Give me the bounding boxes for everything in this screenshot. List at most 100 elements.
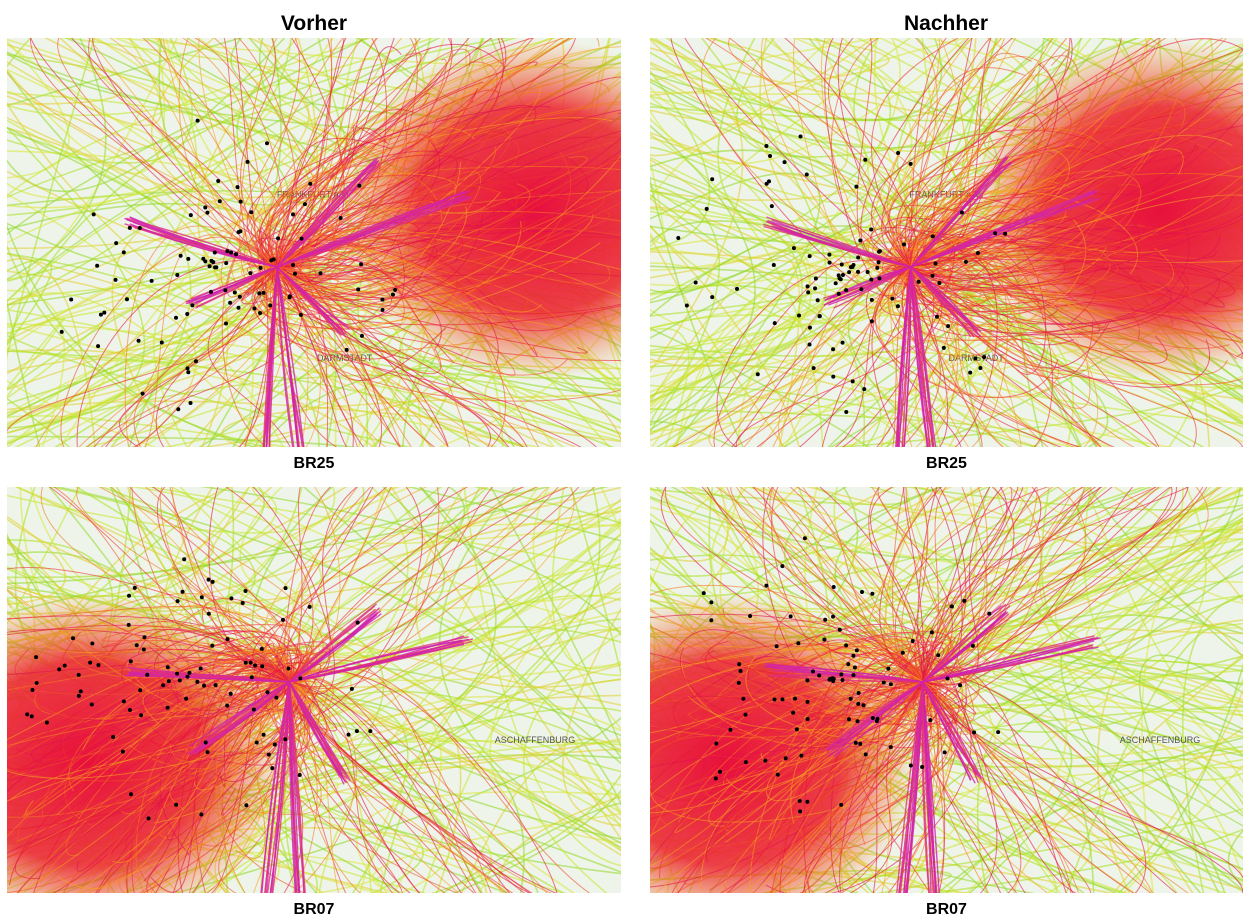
measurement-point <box>901 242 906 247</box>
flight-track <box>1227 829 1243 887</box>
flight-track <box>892 266 912 447</box>
departure-route <box>922 605 1011 683</box>
departure-route <box>276 190 470 268</box>
flight-track <box>277 185 502 268</box>
flight-track <box>289 487 539 683</box>
flight-track <box>797 681 940 850</box>
flight-track <box>289 487 580 683</box>
column-header: Nachher <box>904 12 988 35</box>
panel-caption: BR07 <box>294 901 335 916</box>
flight-track <box>265 266 576 447</box>
measurement-point <box>769 204 774 209</box>
flight-track <box>276 214 484 299</box>
flight-track <box>922 681 1243 879</box>
flight-track <box>7 126 515 447</box>
measurement-point <box>76 693 81 698</box>
measurement-point <box>138 688 143 693</box>
measurement-point <box>243 589 248 594</box>
measurement-point <box>30 688 35 693</box>
measurement-point <box>846 717 851 722</box>
measurement-point <box>840 340 845 345</box>
measurement-point <box>34 655 39 660</box>
flight-track <box>650 384 891 447</box>
measurement-point <box>359 333 364 338</box>
flight-track <box>151 487 290 683</box>
flight-track <box>14 636 293 756</box>
measurement-point <box>856 255 861 260</box>
measurement-point <box>185 311 190 316</box>
map-panel: ASCHAFFENBURG <box>7 487 621 893</box>
measurement-point <box>851 673 856 678</box>
measurement-point <box>737 662 742 667</box>
measurement-point <box>908 161 913 166</box>
flight-track <box>723 681 940 893</box>
flight-track <box>650 255 801 447</box>
flight-track <box>7 223 257 447</box>
flight-track <box>650 487 729 562</box>
measurement-point <box>684 303 689 308</box>
measurement-point <box>175 273 180 278</box>
measurement-point <box>833 281 838 286</box>
flight-track <box>650 386 1039 447</box>
flight-track <box>251 158 457 268</box>
measurement-point <box>180 589 185 594</box>
flight-track <box>910 53 1032 268</box>
measurement-point <box>293 271 298 276</box>
measurement-point <box>858 238 863 243</box>
flight-track <box>899 193 1198 306</box>
flight-track <box>928 828 1243 893</box>
flight-track <box>803 652 924 893</box>
measurement-point <box>203 259 208 264</box>
flight-track <box>75 487 621 773</box>
measurement-point <box>693 280 698 285</box>
flight-track <box>1015 487 1243 604</box>
measurement-point <box>963 259 968 264</box>
flight-track <box>724 681 923 843</box>
measurement-point <box>95 263 100 268</box>
flight-track <box>888 96 1072 268</box>
measurement-point <box>805 284 810 289</box>
flight-track <box>7 314 249 425</box>
measurement-point <box>810 669 815 674</box>
measurement-point <box>813 276 818 281</box>
flight-track <box>728 38 912 268</box>
measurement-point <box>791 710 796 715</box>
flight-track <box>214 681 331 893</box>
measurement-point <box>161 683 166 688</box>
flight-track <box>166 663 322 841</box>
flight-track <box>562 607 621 827</box>
measurement-point <box>238 229 243 234</box>
flight-track <box>245 114 386 268</box>
flight-track <box>22 647 303 817</box>
flight-track <box>7 281 404 447</box>
flight-track <box>910 266 1189 335</box>
measurement-point <box>874 718 879 723</box>
measurement-point <box>283 586 288 591</box>
flight-track <box>799 267 912 447</box>
flight-track <box>289 681 394 893</box>
flight-track <box>833 487 1243 667</box>
flight-track <box>289 487 440 690</box>
measurement-point <box>69 297 74 302</box>
flight-track <box>910 125 1243 268</box>
flight-track <box>276 38 504 268</box>
measurement-point <box>831 584 836 589</box>
departure-route <box>901 267 912 447</box>
measurement-point <box>176 407 181 412</box>
flight-track <box>713 231 912 447</box>
measurement-point <box>780 697 785 702</box>
flight-track <box>650 233 786 447</box>
flight-track <box>7 298 41 447</box>
measurement-point <box>854 648 859 653</box>
flight-track <box>7 350 509 447</box>
measurement-point <box>178 253 183 258</box>
flight-track <box>910 38 1243 268</box>
measurement-point <box>291 212 296 217</box>
measurement-point <box>182 557 187 562</box>
measurement-point <box>718 769 723 774</box>
flight-track <box>906 146 1199 268</box>
flight-track <box>874 266 1046 359</box>
measurement-point <box>297 773 302 778</box>
measurement-point <box>805 717 810 722</box>
measurement-point <box>141 647 146 652</box>
